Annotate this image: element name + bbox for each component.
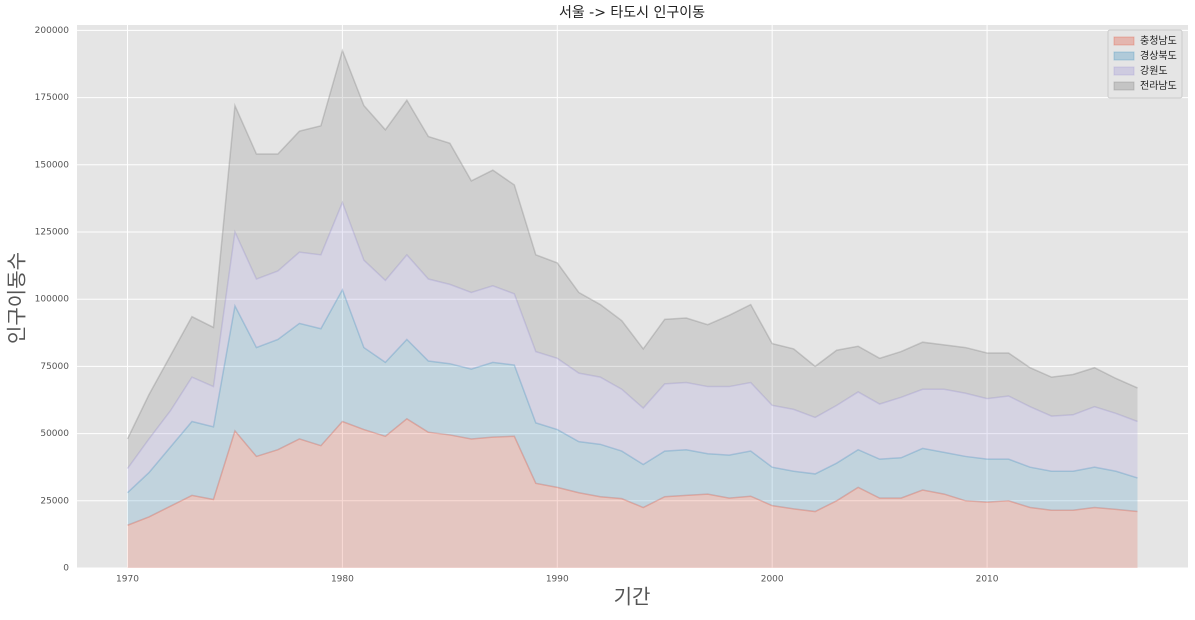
x-tick-label: 2000 (761, 575, 784, 585)
y-tick-label: 175000 (35, 93, 70, 103)
area (127, 202, 1138, 493)
legend-label: 전라남도 (1140, 80, 1177, 92)
area-edge (126, 287, 1138, 494)
plot-background (77, 25, 1188, 568)
legend-label: 충청남도 (1140, 35, 1177, 47)
area-edge (126, 200, 1138, 469)
x-tick-label: 2010 (976, 575, 999, 585)
legend-swatch (1113, 36, 1135, 46)
area-edge (126, 48, 1138, 440)
y-tick-label: 125000 (35, 227, 70, 237)
y-tick-label: 50000 (40, 429, 69, 439)
area-edge (127, 417, 1138, 526)
y-tick-label: 150000 (35, 160, 70, 170)
x-tick-label: 1990 (546, 575, 569, 585)
area (127, 50, 1138, 469)
legend-label: 강원도 (1140, 65, 1168, 77)
x-tick-label: 1970 (116, 575, 139, 585)
x-tick-label: 1980 (331, 575, 354, 585)
legend-swatch (1113, 51, 1135, 61)
legend-swatch (1113, 81, 1135, 91)
area (127, 418, 1138, 568)
y-tick-label: 100000 (35, 295, 70, 305)
y-tick-label: 75000 (40, 362, 69, 372)
legend-box (1107, 29, 1183, 99)
y-tick-label: 0 (63, 564, 69, 574)
y-tick-label: 25000 (40, 496, 69, 506)
chart-title: 서울 -> 타도시 인구이동 (559, 5, 705, 21)
x-axis-label: 기간 (614, 585, 651, 609)
legend-swatch (1113, 66, 1135, 76)
y-tick-label: 200000 (35, 26, 70, 36)
y-axis-label: 인구이동수 (5, 252, 29, 344)
legend-label: 경상북도 (1140, 49, 1177, 62)
area (127, 289, 1138, 526)
